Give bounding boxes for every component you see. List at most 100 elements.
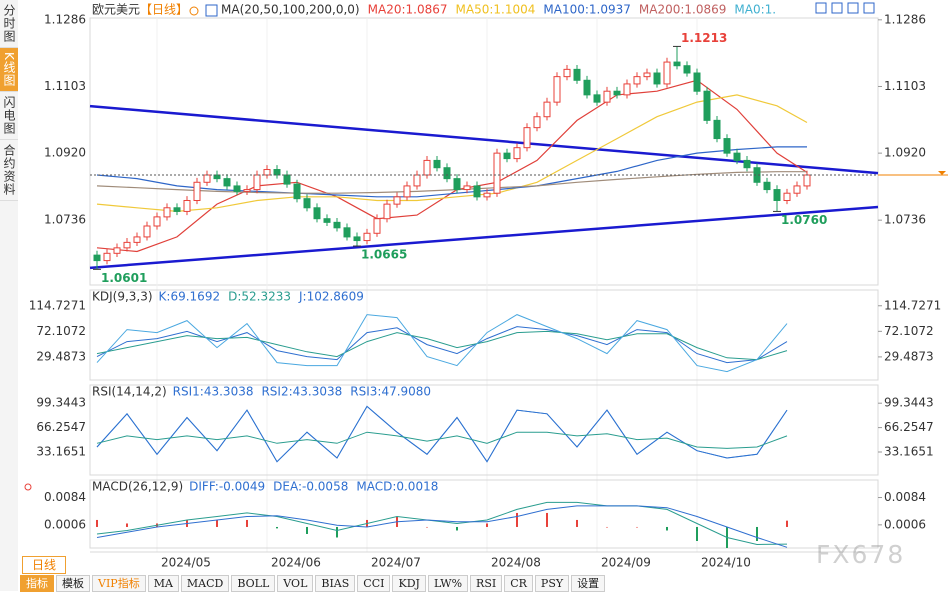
toolbar-button[interactable]: BOLL <box>231 575 276 592</box>
candle-body <box>243 189 251 192</box>
toolbar-button[interactable]: CCI <box>357 575 391 592</box>
side-tab[interactable]: 闪电图 <box>0 92 18 140</box>
toolbar-button[interactable]: 设置 <box>571 575 606 592</box>
add-icon[interactable] <box>189 6 199 16</box>
candle-body <box>403 185 411 198</box>
indicator-line <box>96 431 788 449</box>
candle-body <box>433 159 441 169</box>
toolbar-button[interactable]: KDJ <box>392 575 426 592</box>
settings-icon[interactable] <box>205 4 218 17</box>
header-value: MA100:1.0937 <box>543 3 631 17</box>
candle-body <box>493 152 501 194</box>
macd-bar <box>606 526 608 528</box>
candle-body <box>353 236 361 242</box>
candle-body <box>733 152 741 161</box>
candle-body <box>663 61 671 85</box>
candle-body <box>633 76 641 85</box>
date-label: 2024/07 <box>371 556 421 570</box>
candle-body <box>743 159 751 169</box>
macd-bar <box>96 519 98 527</box>
background <box>18 0 948 591</box>
toolbar-button[interactable]: BIAS <box>315 575 356 592</box>
y-tick-label-left: 99.3443 <box>36 396 86 410</box>
panel-frame <box>89 17 879 286</box>
header-value: RSI1:43.3038 <box>173 385 254 399</box>
header-value: D:52.3233 <box>228 290 291 304</box>
macd-bar <box>516 512 518 527</box>
candle-body <box>233 185 241 192</box>
icon[interactable] <box>815 2 827 14</box>
macd-icon[interactable] <box>24 483 32 491</box>
toolbar-button[interactable]: VOL <box>277 575 314 592</box>
candle-body <box>103 252 111 262</box>
candle-body <box>183 199 191 212</box>
date-label: 2024/05 <box>161 556 211 570</box>
toolbar-button[interactable]: 指标 <box>20 575 54 592</box>
candle-body <box>123 241 131 249</box>
macd-bar <box>696 526 698 541</box>
toolbar-button[interactable]: 模板 <box>56 575 90 592</box>
candle-body <box>283 174 291 185</box>
annotation-label: 1.1213 <box>681 31 727 45</box>
macd-bar <box>306 526 308 534</box>
macd-bar <box>666 526 668 531</box>
icon[interactable] <box>847 2 859 14</box>
annotation-label: 1.0601 <box>101 271 147 285</box>
candle-body <box>273 169 281 176</box>
period-button[interactable]: 日线 <box>22 556 66 574</box>
y-tick-label-left: 29.4873 <box>36 349 86 363</box>
macd-bar <box>426 526 428 528</box>
side-tab[interactable]: 合约资料 <box>0 140 18 201</box>
header-value: RSI3:47.9080 <box>350 385 431 399</box>
toolbar-button[interactable]: MA <box>147 575 179 592</box>
candle-body <box>143 225 151 238</box>
candle-body <box>413 174 421 187</box>
indicator-line <box>96 314 788 373</box>
y-tick-label: 66.2547 <box>884 420 934 434</box>
y-tick-label-left: 0.0006 <box>44 517 86 531</box>
header-value: MA50:1.1004 <box>456 3 536 17</box>
candle-body <box>133 236 141 243</box>
y-tick-label: 72.1072 <box>884 324 934 338</box>
candle-body <box>703 90 711 121</box>
watermark: FX678 <box>816 540 906 569</box>
y-tick-label-left: 1.1286 <box>44 12 86 26</box>
candle-body <box>443 167 451 180</box>
indicator-line <box>96 405 788 463</box>
icon[interactable] <box>831 2 843 14</box>
icon[interactable] <box>863 2 875 14</box>
macd-bar <box>576 519 578 527</box>
candle-body <box>643 72 651 78</box>
y-tick-label: 114.7271 <box>884 298 941 312</box>
macd-bar <box>636 526 638 528</box>
toolbar-button[interactable]: PSY <box>534 575 570 592</box>
side-tab[interactable]: K线图 <box>0 48 18 92</box>
macd-bar <box>216 519 218 527</box>
candle-body <box>673 61 681 67</box>
toolbar-button[interactable]: CR <box>504 575 533 592</box>
candle-body <box>203 174 211 183</box>
y-tick-label: 1.1286 <box>884 12 926 26</box>
candle-body <box>803 174 811 187</box>
header-value: K:69.1692 <box>159 290 221 304</box>
macd-bar <box>336 526 338 538</box>
macd-bar <box>756 526 758 541</box>
candle-body <box>483 192 491 198</box>
y-tick-label: 1.1103 <box>884 79 926 93</box>
toolbar-button[interactable]: VIP指标 <box>92 575 146 592</box>
candle-body <box>503 152 511 160</box>
candle-body <box>513 147 521 160</box>
candle-body <box>693 72 701 92</box>
side-tab[interactable]: 分时图 <box>0 0 18 48</box>
y-tick-label-left: 66.2547 <box>36 420 86 434</box>
trendline <box>89 205 879 270</box>
toolbar-button[interactable]: LW% <box>427 575 469 592</box>
candle-body <box>453 178 461 191</box>
toolbar-button[interactable]: MACD <box>180 575 230 592</box>
candle-body <box>253 174 261 191</box>
y-tick-label: 1.0920 <box>884 146 926 160</box>
date-label: 2024/09 <box>601 556 651 570</box>
toolbar-button[interactable]: RSI <box>470 575 503 592</box>
indicator-title: RSI(14,14,2) <box>92 385 167 399</box>
y-tick-label-left: 1.0920 <box>44 146 86 160</box>
